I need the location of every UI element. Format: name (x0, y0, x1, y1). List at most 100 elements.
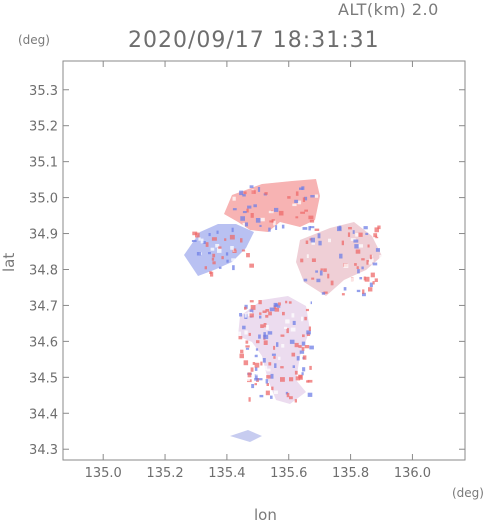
echo-speckle (266, 383, 269, 386)
echo-speckle (295, 376, 301, 381)
echo-speckle (294, 342, 299, 348)
echo-speckle (343, 287, 347, 291)
echo-speckle (364, 276, 370, 282)
echo-speckle (309, 219, 315, 223)
echo-speckle (254, 374, 258, 379)
echo-speckle (369, 282, 373, 287)
echo-speckle (320, 268, 323, 271)
echo-speckle (362, 292, 366, 297)
echo-speckle (224, 238, 227, 241)
echo-speckle (249, 309, 254, 313)
echo-speckle (355, 233, 360, 237)
echo-speckle (269, 307, 275, 312)
echo-speckle (301, 316, 303, 322)
x-tick-label: 135.6 (270, 466, 307, 481)
echo-speckle (289, 339, 295, 344)
echo-speckle (242, 194, 246, 197)
echo-speckle (266, 375, 271, 379)
echo-speckle (323, 268, 327, 272)
echo-speckle (259, 312, 262, 315)
echo-speckle (268, 311, 272, 316)
echo-speckle (242, 325, 246, 330)
echo-speckle (270, 373, 274, 379)
echo-speckle (211, 237, 217, 241)
echo-speckle (245, 377, 250, 382)
echo-speckle (221, 256, 224, 260)
echo-speckle (314, 194, 319, 198)
echo-speckle (247, 205, 252, 209)
y-tick-label: 35.3 (29, 84, 58, 99)
echo-speckle (205, 242, 209, 247)
echo-speckle (307, 379, 313, 383)
echo-speckle (358, 232, 363, 237)
x-tick-label: 135.0 (85, 466, 122, 481)
echo-speckle (327, 273, 330, 279)
echo-speckle (314, 228, 320, 231)
echo-region-central (238, 296, 310, 404)
echo-speckle (298, 374, 303, 379)
plot-frame (62, 60, 466, 461)
echo-speckle (349, 277, 354, 282)
y-tick-label: 34.7 (29, 299, 58, 314)
echo-speckle (244, 222, 248, 227)
echo-speckle (374, 227, 379, 233)
echo-speckle (273, 390, 278, 394)
echo-speckle (369, 258, 374, 263)
echo-speckle (273, 345, 276, 350)
echo-speckle (377, 225, 381, 230)
y-tick-label: 34.8 (29, 263, 58, 278)
echo-speckle (341, 293, 345, 296)
echo-speckle (363, 276, 366, 281)
echo-speckle (319, 270, 323, 276)
echo-speckle (367, 244, 370, 248)
echo-speckle (262, 310, 267, 313)
echo-speckle (230, 246, 234, 250)
x-tick-label: 135.2 (146, 466, 183, 481)
echo-speckle (258, 334, 261, 339)
echo-speckle (354, 263, 357, 266)
echo-speckle (284, 326, 288, 329)
echo-region-south (230, 430, 262, 442)
y-axis-unit: (deg) (18, 33, 50, 47)
echo-speckle (304, 316, 307, 321)
echo-speckle (210, 271, 214, 277)
echo-speckle (294, 370, 298, 375)
echo-speckle (192, 231, 198, 236)
echo-speckle (311, 258, 316, 262)
echo-speckle (302, 355, 307, 360)
echo-speckle (366, 260, 369, 265)
echo-speckle (263, 365, 268, 371)
echo-speckle (309, 226, 315, 229)
echo-speckle (200, 238, 204, 244)
echo-speckle (276, 305, 281, 308)
echo-speckle (358, 244, 363, 248)
echo-speckle (226, 259, 229, 263)
echo-speckle (263, 323, 267, 328)
echo-speckle (278, 210, 284, 216)
echo-speckle (243, 191, 247, 195)
echo-speckle (356, 289, 361, 293)
echo-speckle (265, 390, 270, 396)
echo-speckle (268, 362, 272, 366)
echo-speckle (370, 272, 375, 278)
echo-speckle (306, 330, 311, 335)
echo-speckle (240, 216, 245, 221)
echo-speckle (260, 361, 263, 366)
echo-speckle (303, 278, 308, 282)
y-tick-label: 34.6 (29, 335, 58, 350)
echo-speckle (285, 319, 290, 324)
echo-speckle (280, 366, 284, 369)
echo-speckle (231, 227, 234, 233)
echo-speckle (268, 210, 274, 214)
echo-speckle (252, 362, 256, 365)
echo-speckle (294, 399, 297, 403)
echo-speckle (278, 356, 281, 360)
echo-speckle (292, 320, 296, 325)
echo-speckle (254, 354, 258, 358)
echo-speckle (311, 242, 315, 245)
echo-speckle (245, 340, 249, 344)
echo-speckle (251, 384, 255, 389)
echo-speckle (242, 222, 245, 227)
echo-speckle (372, 262, 378, 266)
echo-speckle (254, 367, 258, 371)
